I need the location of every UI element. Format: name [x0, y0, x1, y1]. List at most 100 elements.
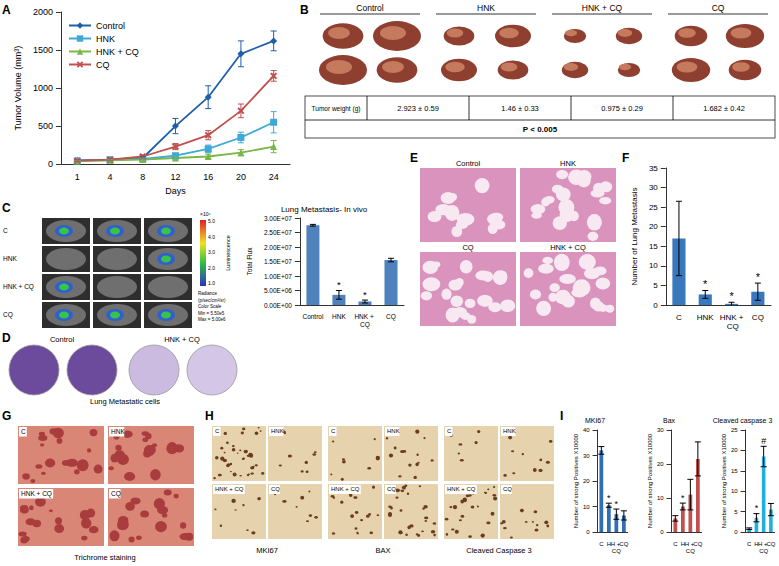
svg-text:25: 25 — [731, 427, 738, 433]
svg-text:8: 8 — [140, 172, 145, 182]
svg-text:Min = 5.50e5: Min = 5.50e5 — [198, 311, 225, 316]
svg-text:Tumor weight (g): Tumor weight (g) — [312, 105, 361, 113]
svg-text:1.00E+07: 1.00E+07 — [264, 273, 292, 280]
svg-text:CQ: CQ — [612, 548, 621, 554]
svg-text:2000: 2000 — [33, 7, 53, 17]
svg-text:4: 4 — [108, 172, 113, 182]
svg-text:Control: Control — [302, 313, 324, 320]
svg-text:C: C — [447, 428, 452, 434]
svg-text:MKI67: MKI67 — [256, 546, 278, 555]
svg-text:3.00E+07: 3.00E+07 — [264, 215, 292, 222]
svg-text:15: 15 — [731, 468, 738, 474]
svg-text:1.0: 1.0 — [208, 280, 215, 286]
svg-text:Control: Control — [456, 159, 481, 168]
svg-text:Days: Days — [165, 186, 186, 196]
svg-text:1.46 ± 0.33: 1.46 ± 0.33 — [501, 104, 538, 113]
svg-text:10: 10 — [657, 495, 664, 501]
svg-text:*: * — [755, 503, 759, 513]
svg-text:3.0: 3.0 — [208, 249, 215, 255]
svg-text:Cleaved Caspase 3: Cleaved Caspase 3 — [466, 546, 531, 555]
svg-text:HNK + CQ: HNK + CQ — [164, 335, 200, 344]
svg-text:CQ: CQ — [387, 486, 396, 492]
svg-text:C: C — [21, 428, 26, 435]
svg-text:*: * — [756, 271, 761, 283]
svg-text:1500: 1500 — [33, 45, 53, 55]
svg-text:#: # — [761, 436, 766, 446]
svg-text:C: C — [3, 227, 8, 234]
svg-text:25: 25 — [649, 203, 658, 212]
svg-text:HNK: HNK — [503, 428, 516, 434]
svg-text:CQ: CQ — [712, 3, 725, 13]
svg-text:5.0: 5.0 — [208, 218, 215, 224]
svg-text:CQ: CQ — [503, 486, 512, 492]
svg-text:*: * — [681, 493, 685, 503]
svg-text:Lung Metastasis- In vivo: Lung Metastasis- In vivo — [281, 205, 368, 214]
svg-text:HNK: HNK — [111, 428, 125, 435]
svg-text:CQ: CQ — [619, 541, 628, 547]
svg-text:HNK: HNK — [3, 255, 17, 262]
svg-text:Color Scale: Color Scale — [198, 304, 222, 309]
svg-text:*: * — [729, 290, 734, 302]
svg-text:C: C — [215, 428, 220, 434]
svg-text:20: 20 — [657, 461, 664, 467]
svg-text:20: 20 — [583, 478, 590, 484]
svg-text:2.50E+07: 2.50E+07 — [264, 229, 292, 236]
svg-text:CQ: CQ — [693, 541, 702, 547]
svg-text:CQ: CQ — [759, 548, 768, 554]
svg-text:BAX: BAX — [375, 546, 390, 555]
svg-text:C: C — [673, 541, 678, 547]
svg-text:12: 12 — [170, 172, 180, 182]
svg-text:HNK + CQ: HNK + CQ — [3, 283, 34, 291]
svg-text:CQ: CQ — [686, 548, 695, 554]
svg-text:30: 30 — [583, 453, 590, 459]
svg-text:CQ: CQ — [271, 486, 280, 492]
svg-text:*: * — [337, 279, 341, 290]
svg-text:0: 0 — [48, 159, 53, 169]
svg-text:Tumor Volume (mm³): Tumor Volume (mm³) — [13, 46, 23, 131]
svg-text:CQ: CQ — [766, 541, 775, 547]
svg-text:G: G — [2, 409, 11, 423]
svg-text:20: 20 — [649, 222, 658, 231]
svg-text:*: * — [607, 493, 611, 503]
svg-text:HNK + CQ: HNK + CQ — [21, 490, 52, 498]
svg-text:10: 10 — [583, 504, 590, 510]
svg-text:MKI67: MKI67 — [585, 417, 605, 424]
svg-text:20: 20 — [236, 172, 246, 182]
svg-text:30: 30 — [649, 183, 658, 192]
svg-text:C: C — [331, 428, 336, 434]
svg-text:CQ: CQ — [111, 490, 121, 498]
svg-text:0: 0 — [734, 529, 738, 535]
svg-text:0.00E+00: 0.00E+00 — [264, 302, 292, 309]
svg-text:CQ: CQ — [3, 311, 13, 319]
svg-text:HNK +: HNK + — [720, 313, 744, 322]
svg-text:5.00E+06: 5.00E+06 — [264, 287, 292, 294]
svg-text:D: D — [2, 331, 11, 345]
svg-text:*: * — [363, 289, 367, 300]
svg-text:C: C — [676, 313, 682, 322]
svg-text:A: A — [2, 3, 11, 17]
svg-text:I: I — [560, 409, 563, 423]
svg-text:15: 15 — [649, 242, 658, 251]
svg-text:10: 10 — [649, 261, 658, 270]
svg-text:16: 16 — [203, 172, 213, 182]
svg-text:Total Flux: Total Flux — [246, 247, 253, 276]
svg-text:B: B — [300, 3, 309, 17]
svg-text:HNK + CQ: HNK + CQ — [215, 486, 244, 492]
svg-text:P < 0.005: P < 0.005 — [523, 125, 558, 134]
svg-text:CQ: CQ — [462, 243, 473, 252]
svg-text:4.0: 4.0 — [208, 234, 215, 240]
svg-text:C: C — [747, 541, 752, 547]
svg-text:*: * — [615, 499, 619, 509]
svg-text:HNK: HNK — [560, 159, 576, 168]
svg-text:Control: Control — [96, 21, 125, 31]
svg-text:Control: Control — [356, 3, 384, 13]
svg-text:HNK +: HNK + — [354, 313, 375, 320]
svg-text:HNK + CQ: HNK + CQ — [550, 243, 586, 252]
svg-text:Trichrome staining: Trichrome staining — [74, 553, 135, 562]
svg-text:1000: 1000 — [33, 83, 53, 93]
svg-text:E: E — [410, 151, 418, 165]
svg-text:20: 20 — [731, 447, 738, 453]
svg-text:HNK: HNK — [271, 428, 284, 434]
svg-text:Number of strong Positives X10: Number of strong Positives X10000 — [721, 433, 727, 528]
svg-text:2.00E+07: 2.00E+07 — [264, 244, 292, 251]
